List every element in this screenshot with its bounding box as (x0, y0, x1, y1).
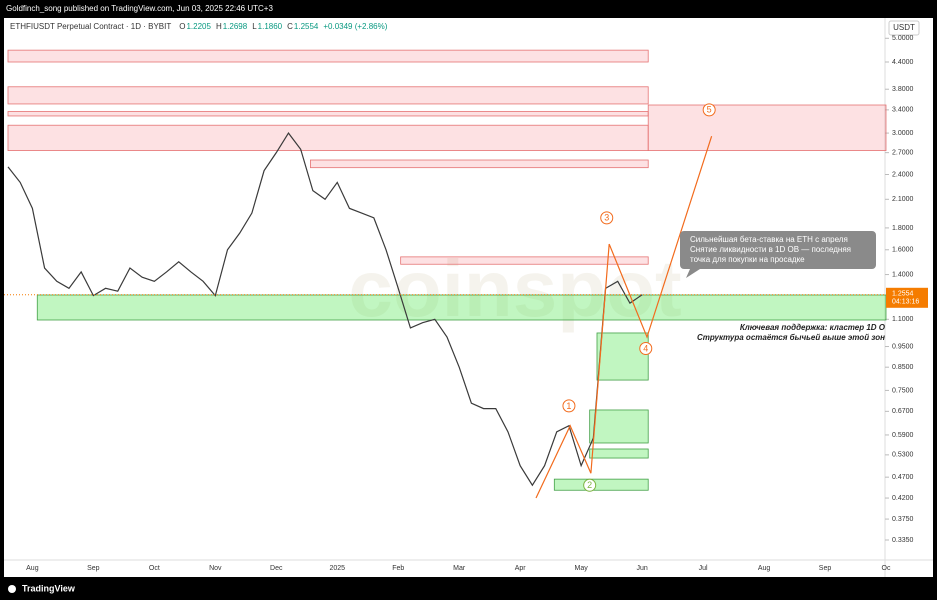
wave-label: 2 (587, 480, 592, 490)
y-tick-label: 1.6000 (892, 247, 914, 254)
callout-text: точка для покупки на просадке (690, 255, 805, 264)
wave-circle (562, 399, 576, 413)
price-line (7, 132, 643, 487)
x-tick-label: Jul (699, 565, 708, 572)
wave-path (535, 136, 713, 499)
change: +0.0349 (+2.86%) (323, 22, 387, 31)
y-tick-label: 0.4700 (892, 474, 914, 481)
x-tick-label: Feb (392, 565, 404, 572)
y-tick-label: 0.7500 (892, 387, 914, 394)
x-tick-label: 2025 (329, 565, 345, 572)
last-price-label: 1.2554 (892, 291, 914, 298)
y-tick-label: 1.4000 (892, 271, 914, 278)
last-price-box (886, 287, 928, 308)
wave-circle (702, 103, 716, 117)
y-tick-label: 0.4200 (892, 495, 914, 502)
wave-circle (600, 211, 614, 225)
footer: TradingView (22, 583, 76, 593)
ohlc-label: L (252, 22, 257, 31)
y-tick-label: 0.3350 (892, 537, 914, 544)
y-tick-label: 1.1000 (892, 316, 914, 323)
zone (7, 124, 649, 151)
x-tick-label: Oct (149, 565, 160, 572)
x-tick-label: Apr (515, 565, 527, 572)
x-tick-label: Aug (758, 565, 771, 572)
wave-circle (583, 478, 597, 492)
zone (7, 49, 649, 63)
support-note: Ключевая поддержка: кластер 1D O (740, 323, 886, 332)
y-tick-label: 1.8000 (892, 225, 914, 232)
ohlc-label: O (179, 22, 185, 31)
wave-circle (639, 341, 653, 355)
y-tick-label: 2.4000 (892, 171, 914, 178)
zone (553, 478, 649, 491)
y-tick-label: 0.9500 (892, 343, 914, 350)
zone (7, 111, 649, 117)
y-tick-label: 0.6700 (892, 408, 914, 415)
x-tick-label: Aug (26, 565, 39, 572)
support-note: Структура остаётся бычьей выше этой зон (697, 333, 885, 342)
y-tick-label: 0.3750 (892, 516, 914, 523)
wave-label: 4 (643, 343, 648, 353)
y-tick-label: 2.1000 (892, 196, 914, 203)
zone (7, 86, 649, 105)
wave-label: 1 (566, 401, 571, 411)
x-tick-label: May (575, 565, 589, 572)
x-tick-label: Dec (270, 565, 283, 572)
ohlc-label: C (287, 22, 293, 31)
y-tick-label: 3.0000 (892, 130, 914, 137)
symbol: ETHFIUSDT Perpetual Contract · 1D · BYBI… (10, 22, 171, 31)
y-tick-label: 5.0000 (892, 35, 914, 42)
y-tick-label: 0.5900 (892, 432, 914, 439)
zone (400, 256, 649, 265)
zone (589, 409, 649, 444)
header: Goldfinch_song published on TradingView.… (6, 4, 273, 13)
wave-label: 3 (604, 213, 609, 223)
x-tick-label: Jun (636, 565, 647, 572)
wave-label: 5 (707, 105, 712, 115)
y-tick-label: 3.4000 (892, 107, 914, 114)
currency: USDT (893, 23, 915, 32)
ohlc-label: H (216, 22, 222, 31)
x-tick-label: Sep (87, 565, 100, 572)
y-tick-label: 0.8500 (892, 364, 914, 371)
callout-text: Сильнейшая бета-ставка на ETH с апреля (690, 235, 848, 244)
ohlc-value: 1.2554 (294, 22, 319, 31)
zone (596, 332, 649, 381)
x-tick-label: Sep (819, 565, 832, 572)
x-tick-label: Mar (453, 565, 466, 572)
zone (589, 448, 649, 459)
last-price-timer: 04:13:16 (892, 299, 919, 306)
zone (36, 294, 887, 321)
ohlc-value: 1.2698 (223, 22, 248, 31)
x-tick-label: Nov (209, 565, 222, 572)
watermark: coinspot (348, 244, 681, 333)
y-tick-label: 4.4000 (892, 59, 914, 66)
callout-text: Снятие ликвидности в 1D OB — последняя (690, 245, 851, 254)
ohlc-value: 1.1860 (258, 22, 283, 31)
zone (647, 104, 887, 151)
logo (8, 585, 16, 593)
x-tick-label: Oc (882, 565, 891, 572)
zone (310, 159, 649, 169)
y-tick-label: 3.8000 (892, 86, 914, 93)
currency-box (888, 20, 920, 36)
ohlc-value: 1.2205 (186, 22, 211, 31)
y-tick-label: 0.5300 (892, 452, 914, 459)
y-tick-label: 2.7000 (892, 149, 914, 156)
callout-box (680, 231, 876, 278)
